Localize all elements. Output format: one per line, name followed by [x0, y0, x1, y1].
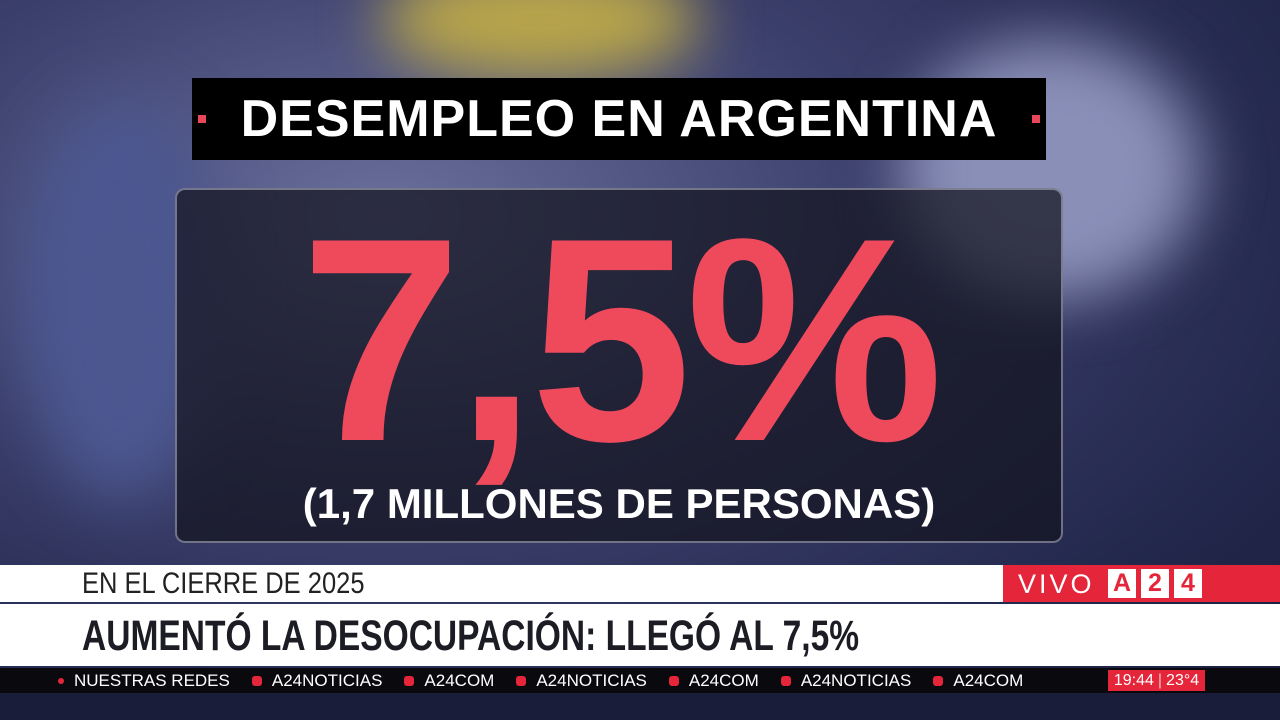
- kicker: EN EL CIERRE DE 2025: [82, 567, 365, 600]
- figure-panel: [175, 188, 1063, 543]
- ticker-item: A24NOTICIAS: [516, 671, 647, 691]
- logo-letter: 4: [1174, 569, 1202, 598]
- live-label: VIVO: [1018, 569, 1095, 599]
- ticker-icon: [780, 675, 791, 686]
- subtitle: (1,7 MILLONES DE PERSONAS): [302, 480, 936, 527]
- ticker-text: A24COM: [424, 670, 495, 690]
- ticker-icon: [58, 677, 64, 684]
- ticker-text: A24NOTICIAS: [271, 670, 383, 690]
- bottom-strip: [0, 693, 1280, 720]
- ticker-item: A24NOTICIAS: [780, 670, 912, 691]
- ticker-item: A24COM: [668, 670, 759, 691]
- headline-bar: [0, 604, 1280, 666]
- ticker-icon: [668, 675, 679, 686]
- ticker-text: A24NOTICIAS: [536, 670, 647, 690]
- headline: AUMENTÓ LA DESOCUPACIÓN: LLEGÓ AL 7,5%: [82, 612, 860, 660]
- background-shape: [380, 0, 700, 80]
- ticker-text: A24COM: [688, 670, 759, 690]
- accent: [198, 115, 206, 123]
- accent: [1032, 115, 1040, 123]
- ticker-icon: [933, 675, 944, 686]
- title-box: DESEMPLEO EN ARGENTINA: [192, 78, 1046, 160]
- ticker-item: A24COM: [404, 671, 494, 691]
- ticker-icon: [404, 675, 415, 686]
- figure: 7,5%: [300, 178, 944, 502]
- logo-letter: A: [1108, 569, 1136, 598]
- ticker-text: A24COM: [953, 670, 1024, 690]
- clock: 19:44 | 23°4: [1108, 670, 1205, 691]
- ticker-text: NUESTRAS REDES: [74, 670, 230, 690]
- ticker: NUESTRAS REDES A24NOTICIAS A24COM A24NOTICI…: [58, 668, 1045, 693]
- ticker-item: A24COM: [933, 671, 1023, 691]
- title: DESEMPLEO EN ARGENTINA: [240, 90, 998, 148]
- temperature: 23°4: [1166, 671, 1200, 689]
- time: 19:44: [1113, 671, 1154, 689]
- separator: |: [1157, 671, 1163, 689]
- kicker-bar: [0, 565, 1003, 602]
- ticker-item: NUESTRAS REDES: [58, 671, 230, 691]
- ticker-icon: [251, 675, 262, 686]
- logo-letter: 2: [1141, 569, 1169, 598]
- ticker-bar: [0, 668, 1280, 693]
- ticker-icon: [516, 675, 527, 686]
- ticker-item: A24NOTICIAS: [251, 670, 383, 691]
- ticker-text: A24NOTICIAS: [800, 670, 912, 690]
